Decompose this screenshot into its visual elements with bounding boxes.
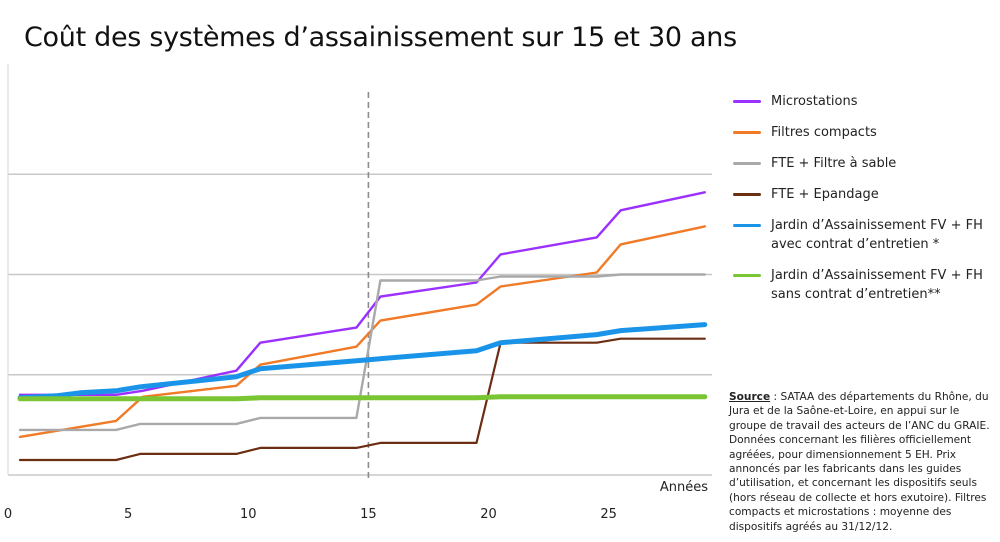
x-tick-label-5: 25 (600, 507, 617, 522)
legend-swatch-4 (733, 224, 761, 227)
legend-item-0: Microstations (733, 92, 995, 111)
series-line-3 (18, 337, 706, 462)
series-line-0 (18, 191, 706, 396)
source-label: Source (729, 391, 771, 403)
legend-item-4: Jardin d’Assainissement FV + FH avec con… (733, 216, 995, 254)
legend: Microstations Filtres compacts FTE + Filtr… (733, 92, 995, 304)
line-chart: 0 5 10 15 20 25 Années (4, 64, 712, 522)
legend-label-1: Filtres compacts (771, 125, 877, 140)
x-tick-label-3: 15 (360, 507, 377, 522)
series-line-2 (18, 273, 706, 432)
x-tick-label-4: 20 (480, 507, 497, 522)
legend-label-0: Microstations (771, 94, 858, 109)
x-tick-label-2: 10 (240, 507, 257, 522)
chart-title: Coût des systèmes d’assainissement sur 1… (24, 22, 737, 53)
legend-swatch-3 (733, 193, 761, 196)
source-note: Source : SATAA des départements du Rhône… (729, 390, 997, 534)
legend-item-2: FTE + Filtre à sable (733, 154, 995, 173)
series-lines (17, 191, 708, 462)
legend-swatch-2 (733, 162, 761, 165)
legend-item-3: FTE + Epandage (733, 185, 995, 204)
source-text: : SATAA des départements du Rhône, du Ju… (729, 391, 990, 533)
gridlines (7, 64, 712, 476)
legend-item-1: Filtres compacts (733, 123, 995, 142)
x-axis-unit-label: Années (660, 480, 708, 495)
legend-label-4: Jardin d’Assainissement FV + FH avec con… (771, 218, 983, 252)
x-tick-label-0: 0 (4, 507, 12, 522)
legend-swatch-0 (733, 100, 761, 103)
legend-swatch-1 (733, 131, 761, 134)
series-line-5 (17, 394, 708, 402)
series-line-4 (17, 322, 708, 401)
legend-label-5: Jardin d’Assainissement FV + FH sans con… (771, 268, 983, 302)
legend-item-5: Jardin d’Assainissement FV + FH sans con… (733, 266, 995, 304)
x-tick-label-1: 5 (124, 507, 132, 522)
legend-label-2: FTE + Filtre à sable (771, 156, 897, 171)
x-axis: 0 5 10 15 20 25 (4, 507, 617, 522)
legend-swatch-5 (733, 274, 761, 277)
legend-label-3: FTE + Epandage (771, 187, 879, 202)
